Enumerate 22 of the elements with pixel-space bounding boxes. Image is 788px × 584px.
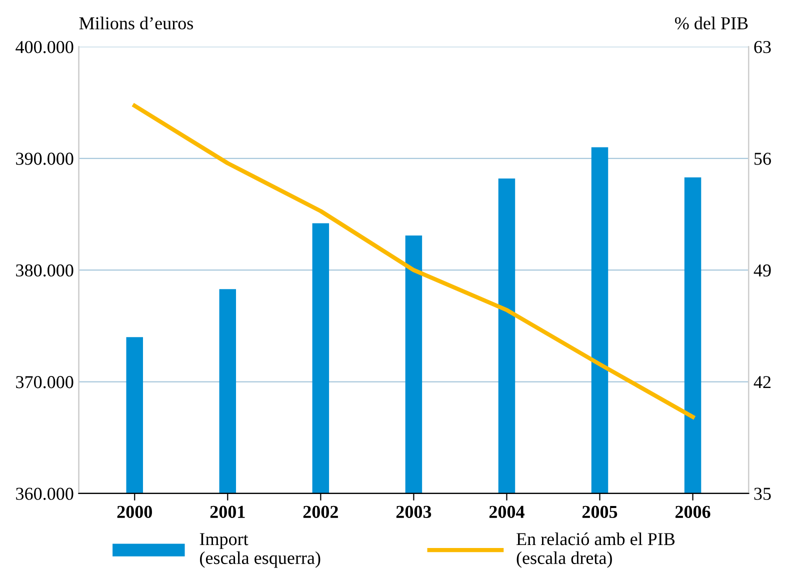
line-series (132, 104, 695, 419)
y-tick-label: 370.000 (16, 376, 74, 388)
x-tick-label: 2001 (210, 506, 245, 518)
y-tick-label: 360.000 (16, 488, 74, 500)
y-axis-title: Milions d’euros (79, 16, 193, 30)
y2-tick-label: 63 (754, 41, 771, 54)
legend-label: Import (escala esquerra) (200, 533, 320, 568)
y2-axis-title: % del PIB (674, 16, 748, 30)
y2-tick-label: 56 (754, 152, 771, 165)
y-tick-label: 390.000 (16, 152, 74, 165)
y-tick-label: 380.000 (16, 264, 74, 277)
legend-label: En relació amb el PIB (escala dreta) (516, 532, 675, 568)
x-tick-label: 2003 (396, 506, 432, 518)
x-tick-label: 2005 (582, 506, 618, 518)
x-tick-label: 2004 (489, 506, 524, 518)
x-tick-label: 2002 (303, 506, 338, 518)
y2-tick-label: 35 (754, 488, 771, 500)
y-tick-label: 400.000 (16, 40, 74, 54)
x-tick-label: 2000 (117, 506, 152, 518)
x-tick-label: 2006 (675, 506, 710, 518)
y2-tick-label: 42 (754, 376, 771, 388)
y2-tick-label: 49 (754, 264, 771, 277)
